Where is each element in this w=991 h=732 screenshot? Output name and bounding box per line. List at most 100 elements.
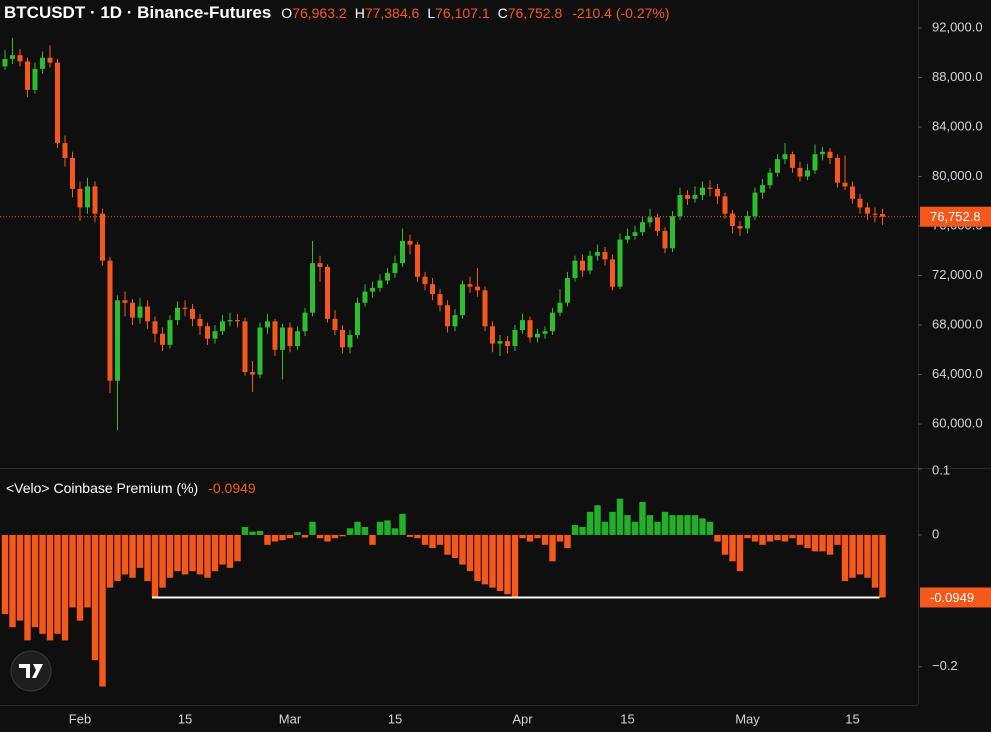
bar: [564, 534, 571, 549]
bar: [354, 521, 361, 535]
candle-body: [25, 61, 30, 90]
bar: [324, 534, 331, 542]
candle-body: [227, 320, 233, 322]
candle-body: [745, 216, 750, 229]
candle-body: [535, 333, 540, 338]
candle-body: [512, 329, 518, 347]
ohlc-item: O76,963.2: [281, 5, 346, 21]
bar: [601, 521, 609, 535]
candle-body: [460, 284, 465, 316]
candle-body: [850, 186, 855, 199]
candle-body: [835, 157, 840, 183]
candle-body: [737, 226, 743, 229]
candle-body: [662, 230, 668, 249]
bar: [796, 534, 804, 545]
bar: [219, 534, 226, 565]
candle-body: [880, 214, 885, 217]
candle-body: [422, 276, 428, 285]
candle-body: [167, 320, 173, 345]
candle-body: [115, 300, 120, 381]
ohlc-item: H77,384.6: [355, 5, 420, 21]
bar: [474, 534, 481, 582]
bar: [534, 534, 541, 539]
candle-body: [775, 159, 780, 173]
ohlc-key: C: [497, 5, 508, 21]
candle-body: [295, 331, 300, 347]
x-tick-label: 15: [620, 711, 634, 726]
bar: [654, 521, 661, 535]
candle-body: [265, 321, 270, 328]
bar: [121, 534, 129, 575]
candle-body: [752, 192, 758, 217]
candle-body: [527, 320, 533, 338]
bar: [519, 534, 526, 539]
candle-body: [40, 57, 45, 69]
candle-body: [92, 186, 98, 214]
bar: [511, 534, 519, 598]
candle-body: [197, 318, 203, 327]
candle-body: [340, 329, 345, 348]
x-tick-label: 15: [845, 711, 859, 726]
candle-body: [572, 260, 578, 279]
bar: [624, 515, 631, 535]
candle-body: [280, 327, 285, 350]
candle-body: [730, 213, 735, 227]
bar: [136, 534, 144, 568]
bar: [444, 534, 451, 555]
bar: [646, 515, 654, 535]
bar: [24, 534, 31, 641]
bar: [594, 505, 601, 535]
bar: [69, 534, 76, 608]
y-tick-label: 88,000.0: [932, 69, 983, 84]
bar: [204, 534, 211, 578]
bar: [256, 530, 264, 535]
last-value-label: -0.0949: [930, 590, 974, 605]
x-tick-label: 15: [178, 711, 192, 726]
candle-body: [437, 294, 443, 306]
bar: [316, 534, 324, 539]
candle-body: [190, 308, 195, 319]
candle-body: [362, 291, 368, 303]
bar: [76, 534, 84, 621]
bar: [789, 534, 796, 539]
bar: [691, 515, 699, 535]
candle-body: [55, 62, 60, 144]
candle-body: [287, 327, 293, 347]
candle-body: [10, 55, 15, 59]
bar: [549, 534, 556, 562]
bar: [421, 534, 429, 545]
candle-body: [475, 286, 480, 291]
bar: [436, 534, 444, 545]
bar: [91, 534, 99, 661]
candle-body: [617, 239, 623, 287]
bar: [84, 534, 91, 608]
bar: [804, 534, 811, 549]
bar: [301, 534, 309, 538]
bar: [151, 534, 159, 598]
bar: [736, 534, 744, 572]
bar: [579, 527, 586, 535]
bar: [369, 534, 376, 545]
candle-body: [452, 315, 458, 327]
ohlc-key: H: [354, 5, 365, 21]
candle-body: [370, 287, 375, 292]
candle-body: [505, 341, 510, 347]
candle-body: [782, 154, 788, 160]
bar: [729, 534, 736, 562]
bar: [496, 534, 504, 591]
candle-body: [640, 222, 645, 233]
bar: [39, 534, 46, 634]
bar: [459, 534, 466, 565]
bar: [759, 534, 766, 545]
indicator-header: <Velo> Coinbase Premium (%) -0.0949: [6, 480, 256, 496]
candle-body: [550, 312, 555, 332]
bar: [676, 515, 684, 535]
candle-body: [445, 305, 450, 327]
candle-body: [602, 252, 608, 260]
bar: [166, 534, 174, 578]
bar: [279, 534, 286, 541]
candle-body: [692, 195, 698, 199]
candle-body: [85, 186, 90, 208]
candle-body: [625, 235, 630, 240]
ohlc-key: L: [427, 5, 436, 21]
